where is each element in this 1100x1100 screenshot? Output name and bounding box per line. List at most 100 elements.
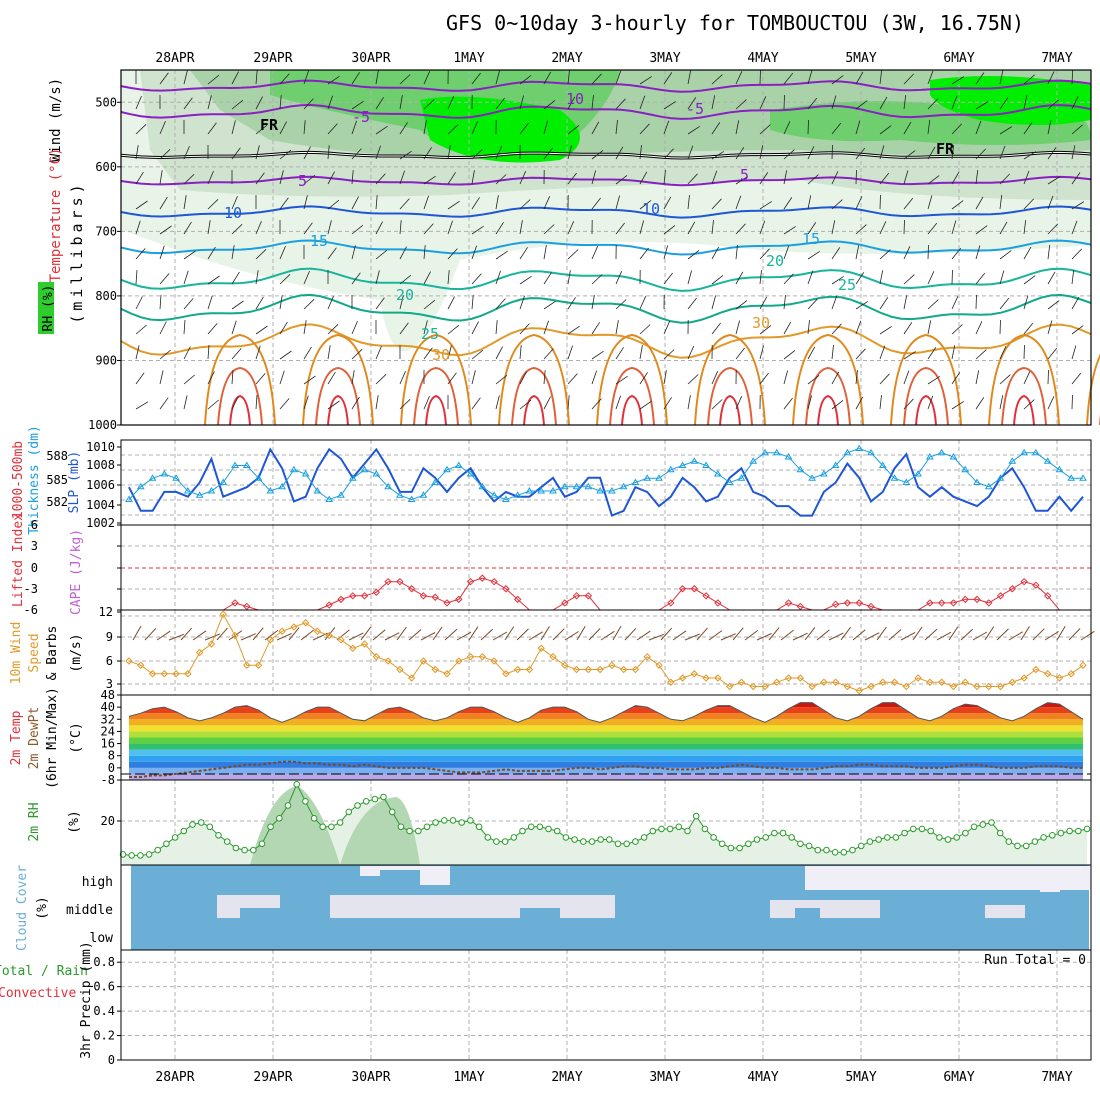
wind-barb	[231, 195, 238, 210]
wind-barb	[543, 71, 552, 85]
wind10-barb	[156, 630, 171, 641]
wind-barb	[351, 148, 362, 160]
wind-barb	[831, 276, 844, 285]
wind10-barb	[672, 630, 687, 641]
wind-barb	[1071, 394, 1073, 410]
thickness-point	[454, 461, 463, 468]
wind-barb	[639, 372, 648, 385]
wind-barb	[135, 269, 138, 285]
precip-grid	[121, 950, 1091, 1060]
wind-barb	[927, 347, 937, 360]
wind-barb	[519, 323, 530, 335]
wind-barb	[639, 324, 651, 335]
wind10-point	[301, 619, 310, 627]
wind10-point	[572, 665, 581, 674]
tick-label: 1010	[86, 440, 115, 454]
wind10-barb	[900, 632, 916, 641]
rh2m-point	[1022, 842, 1030, 850]
wind10-point	[1055, 674, 1064, 682]
wind-barb	[783, 370, 788, 385]
wind-barb	[615, 175, 628, 185]
wind-barb	[159, 225, 172, 235]
temp2m-unit: (°C)	[69, 722, 84, 753]
thickness-point	[266, 487, 275, 494]
thickness-point	[301, 470, 310, 477]
rh2m-point	[632, 838, 639, 845]
wind-barb	[591, 95, 594, 110]
wind10-point	[278, 627, 286, 635]
lifted-index-point	[1032, 581, 1040, 589]
wind-barb	[639, 171, 648, 185]
cape-label: CAPE (J/kg)	[69, 529, 84, 615]
wind-barb	[735, 245, 738, 260]
contour-45	[915, 394, 937, 426]
wind-barb	[375, 195, 378, 210]
wind-barb	[567, 395, 570, 410]
thickness-point	[831, 461, 840, 468]
wind-barb	[207, 170, 214, 185]
wind-barb	[591, 350, 604, 360]
wind10-point	[219, 610, 227, 618]
contour-35	[890, 333, 962, 426]
wind10-point	[643, 653, 651, 661]
rh2m-point	[1040, 834, 1047, 841]
wind-barb	[447, 270, 450, 285]
lifted-index-point	[1020, 577, 1028, 586]
wind-barb	[1047, 120, 1052, 135]
wind-barb	[1071, 96, 1079, 110]
thickness-point	[867, 448, 875, 456]
wind-barb	[303, 299, 315, 310]
wind-barb	[495, 395, 500, 410]
temp-band	[129, 743, 1083, 750]
rh2m-point	[710, 834, 717, 841]
wind10-point	[254, 661, 263, 669]
wind-barb	[279, 274, 291, 285]
wind-barb	[279, 149, 292, 160]
wind-barb	[207, 246, 216, 260]
rh2m-point	[979, 821, 987, 828]
thickness-point	[419, 491, 428, 498]
wind-barb	[399, 399, 411, 410]
tick-label: 1002	[86, 516, 115, 530]
wind10-barb	[660, 627, 673, 641]
wind-barb	[135, 372, 145, 385]
wind-barb	[471, 197, 480, 210]
contour-label: 30	[432, 346, 450, 364]
thickness-point	[231, 461, 239, 468]
wind-barb	[471, 170, 475, 185]
wind10-barb	[744, 630, 759, 641]
wind-barb	[663, 225, 676, 235]
contour-label: -5	[686, 100, 704, 118]
wind-barb	[807, 375, 820, 385]
wind-barb	[711, 198, 722, 210]
wind10-barb	[288, 627, 300, 641]
wind-barb	[1023, 198, 1034, 210]
wind-barb	[975, 120, 982, 135]
wind-barb	[615, 320, 619, 335]
wind10-point	[631, 665, 640, 674]
wind-barb	[279, 321, 288, 335]
rh2m-point	[588, 838, 596, 845]
thickness-point	[207, 487, 216, 494]
wind-barb	[1023, 295, 1029, 310]
date-label-top: 2MAY	[551, 51, 582, 66]
temp-band	[129, 773, 1083, 780]
wind-barb	[303, 395, 309, 410]
wind-barb	[975, 225, 988, 235]
lifted-index-point	[584, 592, 593, 600]
wind-barb	[927, 320, 932, 335]
rh2m-point	[119, 851, 127, 858]
wind-barb	[951, 200, 964, 210]
thickness-label-2: Thickness (dm)	[27, 425, 42, 535]
precip-panel: 0.8 0.6 0.4 0.2 0 Run Total = 0 Total / Rain…	[0, 941, 1092, 1067]
wind-barb	[687, 145, 694, 160]
wind-barb	[303, 375, 316, 385]
wind10-point	[808, 682, 816, 691]
contour-45	[817, 394, 839, 426]
rh2m-point	[849, 846, 856, 854]
thickness-point	[348, 474, 357, 481]
wind-barb	[327, 75, 340, 85]
wind10-point	[985, 682, 993, 691]
wind-barb	[615, 395, 621, 410]
contour-label: 5	[740, 166, 749, 184]
